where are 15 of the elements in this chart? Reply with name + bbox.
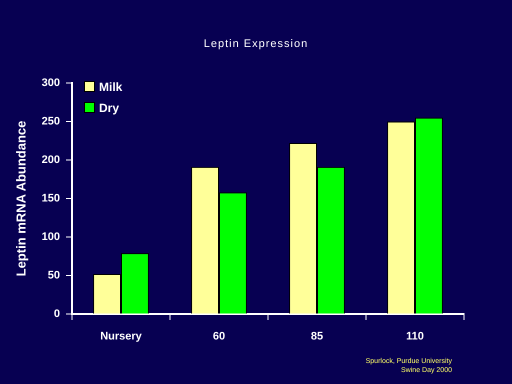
y-tick-label: 50 [48, 270, 60, 282]
legend-label: Milk [99, 80, 122, 94]
x-tick-label: 85 [310, 330, 324, 343]
x-tick-label: 60 [212, 330, 226, 343]
legend-label: Dry [99, 100, 120, 114]
x-tick-label: Nursery [100, 330, 143, 343]
y-tick-label: 250 [42, 116, 60, 128]
y-tick-label: 150 [42, 192, 60, 205]
y-tick-label: 200 [42, 154, 60, 166]
y-tick-label: 300 [42, 77, 60, 90]
y-tick-label: 0 [54, 308, 60, 320]
y-axis-title: Leptin mRNA Abundance [13, 120, 28, 276]
x-tick-label: 110 [406, 330, 424, 343]
y-tick-label: 100 [42, 231, 60, 244]
chart-title: Leptin Expression [202, 38, 310, 50]
